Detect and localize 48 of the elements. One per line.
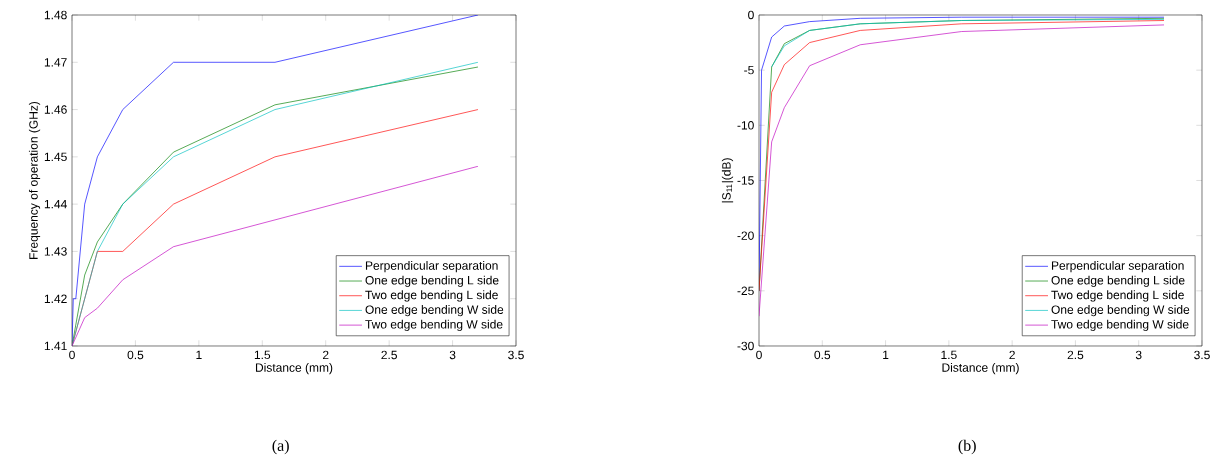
x-tick-label: 3 bbox=[449, 350, 456, 360]
legend-label: Perpendicular separation bbox=[1051, 260, 1184, 273]
legend-label: Two edge bending W side bbox=[1051, 319, 1189, 331]
line-series bbox=[771, 19, 1165, 68]
y-tick-label: 1.48 bbox=[44, 10, 67, 20]
x-axis-title: Distance (mm) bbox=[255, 363, 333, 375]
y-tick-label: 1.41 bbox=[44, 341, 67, 351]
legend-label: One edge bending W side bbox=[1051, 305, 1190, 317]
y-tick-label: -30 bbox=[737, 341, 754, 351]
y-tick-label: 1.46 bbox=[44, 105, 67, 114]
x-axis-title: Distance (mm) bbox=[942, 363, 1019, 375]
x-tick-label: 2.5 bbox=[381, 350, 397, 360]
y-tick-label: 1.42 bbox=[44, 294, 67, 303]
x-tick-label: 0 bbox=[756, 350, 762, 360]
x-tick-label: 0.5 bbox=[814, 350, 831, 360]
x-tick-label: 0 bbox=[69, 350, 75, 360]
legend-label: Two edge bending L side bbox=[365, 290, 498, 302]
text: (a) bbox=[272, 439, 289, 455]
y-tick-label: -5 bbox=[744, 65, 754, 75]
legend-label: Two edge bending W side bbox=[365, 319, 503, 331]
legend-label: Perpendicular separation bbox=[365, 260, 498, 273]
x-tick-label: 1.5 bbox=[941, 350, 957, 360]
x-tick-label: 3.5 bbox=[1194, 350, 1210, 360]
legend-label: One edge bending W side bbox=[365, 305, 504, 317]
x-tick-label: 3 bbox=[1135, 350, 1142, 360]
x-tick-label: 0.5 bbox=[127, 350, 144, 360]
legend-label: One edge bending L side bbox=[365, 275, 499, 287]
x-tick-label: 2 bbox=[322, 350, 329, 360]
y-tick-label: 1.45 bbox=[44, 152, 67, 162]
text: (b) bbox=[958, 439, 976, 455]
y-axis-title: |S$_{11}$|(dB) bbox=[721, 158, 734, 203]
y-tick-label: 1.43 bbox=[44, 247, 67, 256]
y-tick-label: -10 bbox=[737, 121, 754, 130]
y-tick-label: -25 bbox=[737, 286, 754, 296]
y-tick-label: -15 bbox=[737, 176, 754, 185]
x-tick-label: 1 bbox=[883, 350, 889, 359]
x-tick-label: 1 bbox=[196, 350, 202, 359]
x-tick-label: 2.5 bbox=[1067, 350, 1084, 360]
x-tick-label: 3.5 bbox=[508, 350, 524, 360]
y-tick-label: 1.44 bbox=[44, 200, 67, 209]
x-tick-label: 2 bbox=[1009, 350, 1015, 360]
y-axis-title: Frequency of operation (GHz) bbox=[28, 101, 41, 259]
y-tick-label: -20 bbox=[737, 231, 754, 240]
x-tick-label: 1.5 bbox=[254, 350, 271, 360]
legend-label: Two edge bending L side bbox=[1051, 290, 1184, 302]
y-tick-label: 0 bbox=[748, 10, 754, 20]
legend-label: One edge bending L side bbox=[1051, 275, 1185, 287]
y-tick-label: 1.47 bbox=[44, 58, 67, 67]
